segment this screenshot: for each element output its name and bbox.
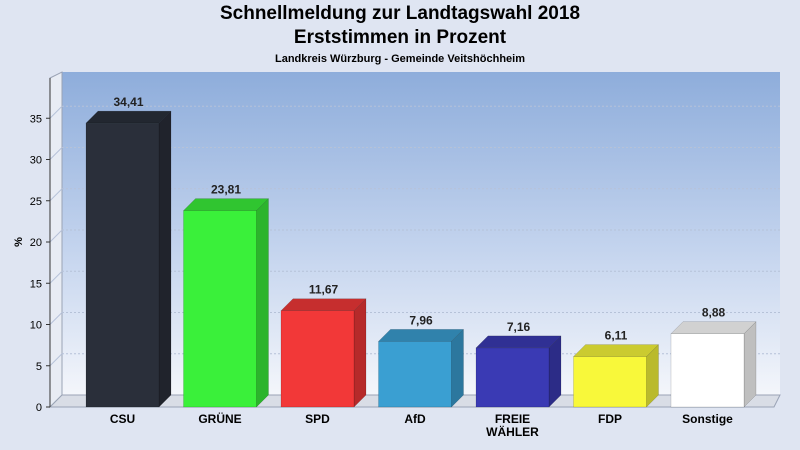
bar-top [475,335,562,349]
gridline-side [49,270,63,284]
x-tick-label: Sonstige [682,412,733,426]
x-tick-label: AfD [404,412,426,426]
x-tick-label: WÄHLER [486,424,539,439]
gridline-side [49,312,63,325]
x-tick-label: FDP [598,412,622,426]
bar [183,210,257,408]
gridline-side [49,353,63,367]
y-tick-label: 10 [30,320,42,332]
bar [670,333,745,408]
data-label: 11,67 [309,283,339,297]
bar [573,356,647,408]
gridline-side [49,229,63,243]
bar [475,347,550,408]
y-tick-label: 30 [30,155,42,167]
bar-top [182,198,270,211]
chart-title: Schnellmeldung zur Landtagswahl 2018 [219,3,581,24]
bar [280,310,355,408]
x-tick-label: CSU [110,412,135,426]
x-tick-label: FREIE [495,412,530,426]
y-tick-label: 35 [30,113,42,125]
gridline-side [49,188,63,202]
bar-top [85,110,172,124]
y-tick-label: 20 [30,237,42,249]
data-label: 6,11 [605,329,628,343]
y-tick-label: 5 [36,361,42,373]
bar [378,341,452,408]
y-tick-label: 25 [30,196,42,208]
data-label: 8,88 [702,306,726,320]
bar-side [548,335,562,408]
chart-region-subtitle: Landkreis Würzburg - Gemeinde Veitshöchh… [275,53,525,65]
bar-top [280,298,367,311]
x-tick-label: SPD [305,412,330,426]
data-label: 7,96 [409,313,433,327]
bar-side [353,298,367,408]
bar-top [377,329,465,342]
bar-side [158,110,172,408]
gridline-side [49,147,63,160]
gridline-side [49,105,63,119]
bar [85,122,160,408]
y-tick-label: 15 [30,278,42,290]
bar-side [256,197,269,408]
y-axis-label: % [13,237,25,247]
bar-side [451,328,464,408]
bar-top [572,344,660,357]
data-label: 34,41 [113,95,143,109]
bar-top [670,321,757,334]
bar-side [743,321,757,408]
chart-subtitle: Erststimmen in Prozent [293,27,507,48]
data-label: 23,81 [211,183,241,197]
y-tick-label: 0 [36,402,42,414]
data-label: 7,16 [507,320,531,334]
x-tick-label: GRÜNE [198,411,241,426]
